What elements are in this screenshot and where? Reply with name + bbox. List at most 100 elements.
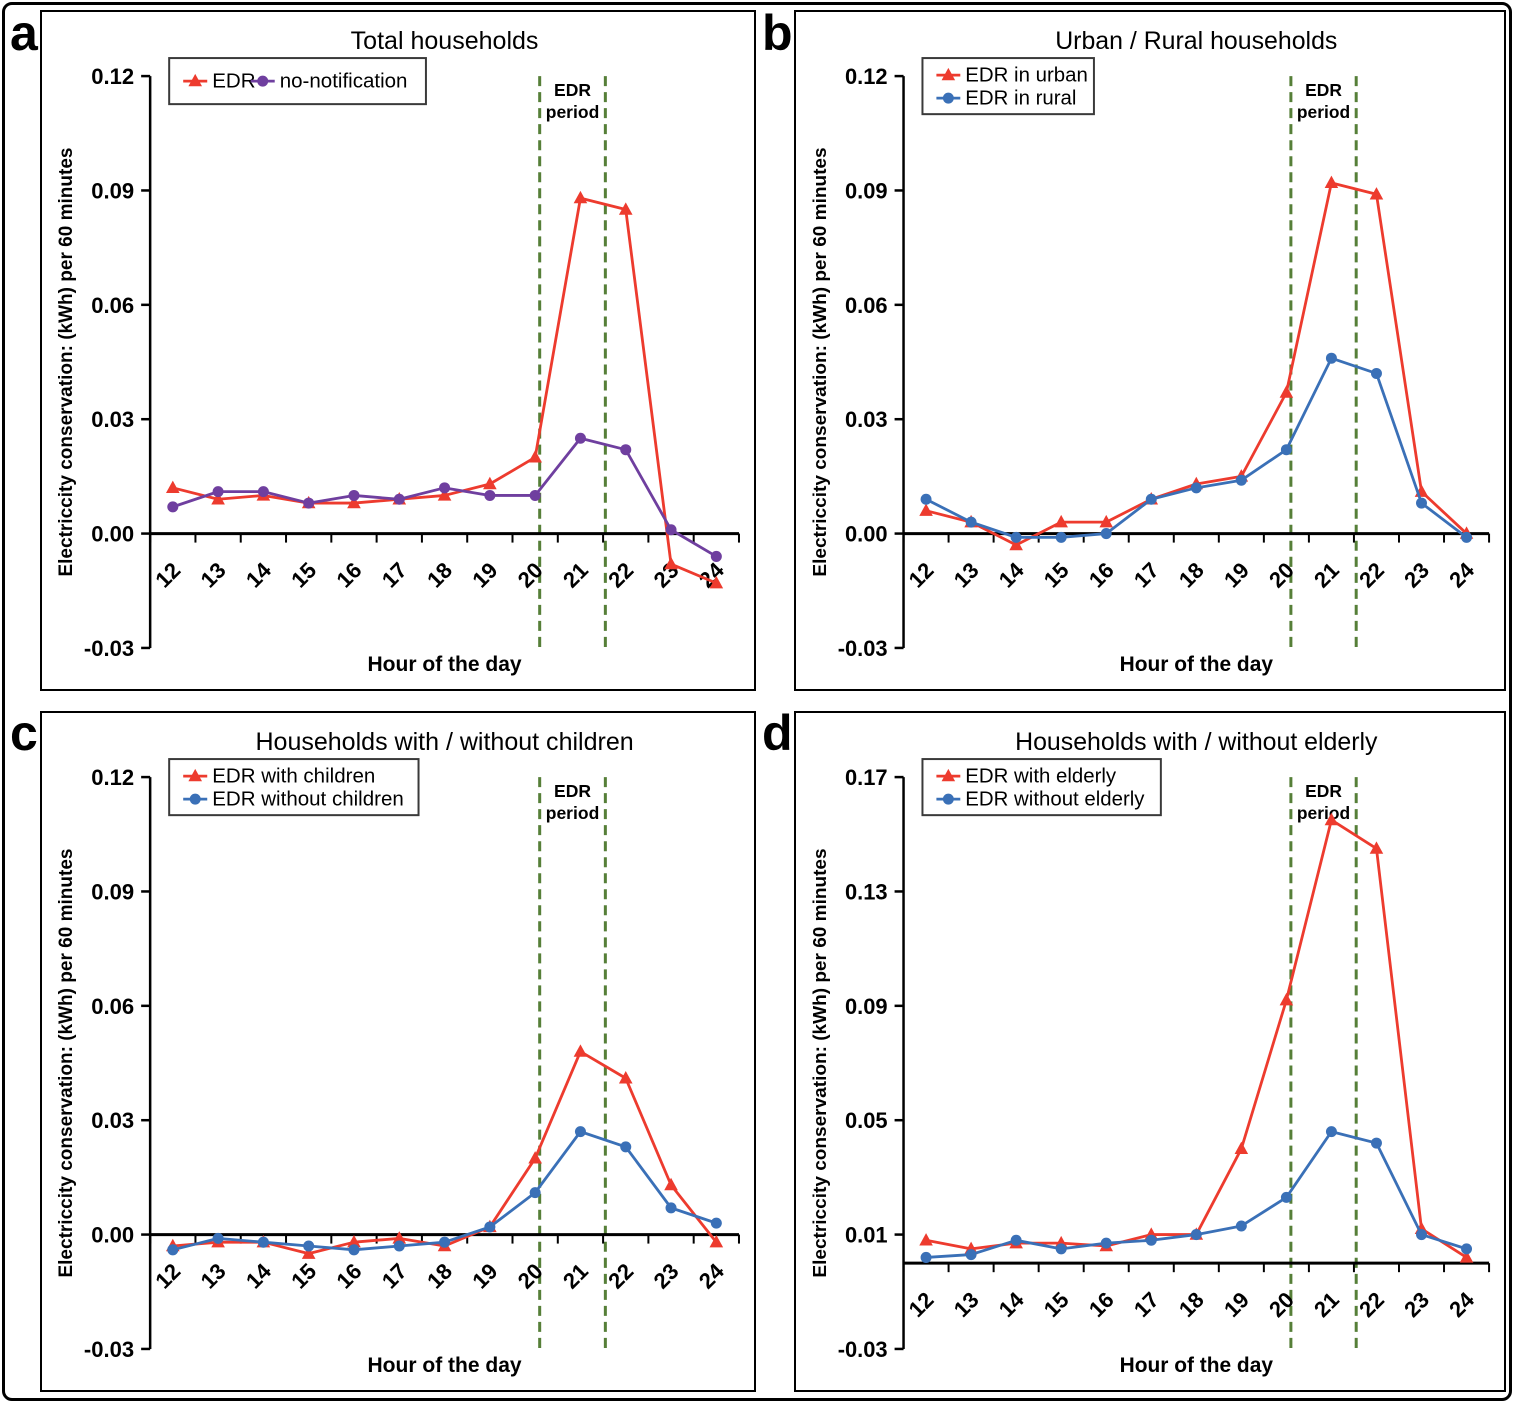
x-tick-label: 21 <box>1309 557 1344 592</box>
x-tick-label: 20 <box>513 557 548 592</box>
data-point-circle <box>167 501 179 513</box>
data-point-triangle <box>528 450 542 463</box>
data-point-triangle <box>1099 514 1113 528</box>
y-tick-label: 0.00 <box>91 1223 134 1248</box>
data-point-triangle <box>1009 537 1023 551</box>
legend-label: EDR without children <box>212 788 404 811</box>
series-edr-in-rural <box>920 352 1473 543</box>
data-point-circle <box>1461 1243 1473 1255</box>
data-point-circle <box>1055 1243 1067 1255</box>
chart-title: Total households <box>351 27 539 55</box>
y-tick-label: 0.09 <box>845 994 888 1019</box>
y-tick-label: 0.13 <box>845 879 888 904</box>
data-point-circle <box>484 1221 496 1233</box>
x-tick-label: 21 <box>1309 1287 1344 1322</box>
y-tick-label: -0.03 <box>84 636 134 661</box>
x-tick-label: 22 <box>603 1258 638 1293</box>
data-point-triangle <box>165 480 180 494</box>
data-point-triangle <box>941 67 956 81</box>
data-point-triangle <box>664 1177 678 1191</box>
x-tick-label: 13 <box>949 1287 984 1322</box>
y-tick-label: 0.09 <box>91 178 134 203</box>
y-tick-label: 0.00 <box>91 522 134 547</box>
x-tick-label: 14 <box>994 557 1029 593</box>
y-tick-label: -0.03 <box>84 1337 134 1362</box>
chart-title: Households with / without elderly <box>1015 728 1378 756</box>
data-point-triangle <box>188 768 203 782</box>
data-point-circle <box>574 432 586 444</box>
data-point-circle <box>439 482 451 494</box>
panel-letter-a: a <box>10 5 38 61</box>
x-tick-label: 23 <box>649 557 684 592</box>
y-axis-title: Electriccity conservation: (kWh) per 60 … <box>56 147 77 576</box>
x-tick-label: 18 <box>1174 557 1209 592</box>
panel-a-total-households: Total households EDR period -0.03 0.00 0.03 0.… <box>40 10 756 691</box>
data-point-circle <box>1055 531 1067 543</box>
x-tick-label: 19 <box>467 557 502 592</box>
data-point-triangle <box>483 476 497 490</box>
data-point-triangle <box>941 768 956 782</box>
y-axis: -0.03 0.01 0.05 0.09 0.13 0.17 <box>838 765 905 1362</box>
x-tick-label: 17 <box>377 1258 412 1293</box>
y-axis: -0.03 0.00 0.03 0.06 0.09 0.12 <box>84 64 152 661</box>
data-point-circle <box>212 486 224 498</box>
data-point-triangle <box>347 495 361 509</box>
data-point-triangle <box>919 503 933 516</box>
edr-period-annotation: period <box>1297 102 1350 122</box>
panel-letter-c: c <box>10 705 38 761</box>
x-tick-label: 19 <box>1219 557 1254 592</box>
data-point-circle <box>1416 497 1427 509</box>
data-point-triangle <box>528 1151 542 1164</box>
x-tick-label: 18 <box>1174 1287 1209 1322</box>
y-axis-title: Electriccity conservation: (kWh) per 60 … <box>810 848 831 1277</box>
edr-period-annotation: period <box>546 102 600 122</box>
x-tick-label: 16 <box>1084 557 1119 592</box>
data-point-circle <box>1010 531 1022 543</box>
x-tick-label: 22 <box>1354 557 1389 592</box>
series-edr-with-children <box>165 1044 724 1259</box>
series-edr-without-children <box>167 1126 722 1256</box>
y-tick-label: 0.03 <box>91 407 134 432</box>
data-point-circle <box>484 489 496 501</box>
x-axis: 12 13 14 15 16 17 18 19 20 21 22 23 24 <box>902 1261 1491 1322</box>
legend-label: EDR <box>212 70 255 93</box>
x-tick-label: 15 <box>286 557 321 592</box>
y-tick-label: 0.01 <box>845 1223 888 1248</box>
data-point-triangle <box>709 575 724 589</box>
x-tick-label: 13 <box>196 557 231 592</box>
y-tick-label: 0.06 <box>845 293 888 318</box>
data-point-circle <box>710 1217 722 1229</box>
legend-label: EDR with children <box>212 765 375 788</box>
series-edr-in-urban <box>919 175 1474 551</box>
data-point-circle <box>303 1240 315 1252</box>
data-point-circle <box>942 92 954 104</box>
x-axis-title: Hour of the day <box>1120 1354 1274 1377</box>
data-point-circle <box>257 75 269 87</box>
x-tick-label: 19 <box>1219 1287 1254 1322</box>
x-tick-label: 15 <box>286 1258 321 1293</box>
data-point-triangle <box>919 1233 933 1246</box>
data-point-circle <box>303 497 315 509</box>
x-tick-label: 15 <box>1039 557 1074 592</box>
edr-period-annotation: EDR <box>554 80 591 100</box>
y-tick-label: 0.06 <box>91 293 134 318</box>
x-tick-label: 23 <box>649 1258 684 1293</box>
data-point-circle <box>257 1236 269 1248</box>
panel-letter-d: d <box>762 705 793 761</box>
data-point-circle <box>439 1236 451 1248</box>
data-point-triangle <box>573 1044 588 1057</box>
panel-d-households-elderly: Households with / without elderly EDR peri… <box>794 711 1506 1392</box>
y-tick-label: 0.03 <box>845 407 888 432</box>
x-axis: 12 13 14 15 16 17 18 19 20 21 22 23 24 <box>902 532 1491 593</box>
y-axis-title: Electriccity conservation: (kWh) per 60 … <box>56 848 77 1277</box>
data-point-triangle <box>188 73 203 87</box>
data-point-circle <box>965 516 977 528</box>
data-point-triangle <box>618 202 633 215</box>
data-point-triangle <box>664 556 678 570</box>
data-point-triangle <box>347 1234 361 1248</box>
x-tick-label: 19 <box>467 1258 502 1293</box>
x-tick-label: 12 <box>150 557 185 592</box>
data-point-circle <box>1280 444 1292 456</box>
